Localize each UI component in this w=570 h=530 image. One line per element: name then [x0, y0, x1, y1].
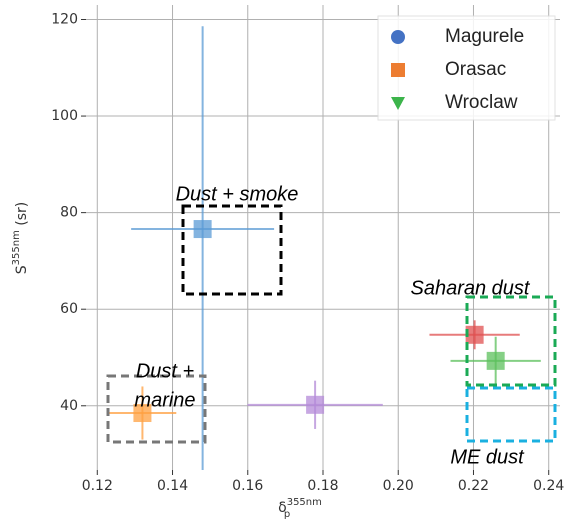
x-tick-label: 0.12: [82, 478, 113, 494]
x-tick-label: 0.18: [307, 478, 338, 494]
x-tick-label: 0.16: [232, 478, 263, 494]
annotation: ME dust: [450, 446, 525, 468]
legend-marker: [391, 30, 405, 44]
y-tick-label: 40: [60, 398, 78, 414]
y-axis-label: S355nm (sr): [11, 202, 30, 275]
x-label-sub: p: [284, 509, 290, 520]
point: [465, 325, 484, 344]
region-box: [465, 295, 557, 387]
x-tick-label: 0.22: [458, 478, 489, 494]
region-box: [465, 386, 557, 443]
x-tick-label: 0.20: [383, 478, 414, 494]
y-tick-label: 100: [51, 108, 78, 124]
annotation: marine: [134, 389, 195, 411]
region-box: [106, 374, 207, 444]
y-tick-label: 60: [60, 301, 78, 317]
point: [133, 404, 152, 423]
annotation: Saharan dust: [411, 277, 531, 299]
x-axis-label: δ355nm p: [278, 497, 322, 520]
point: [486, 351, 505, 370]
y-label-rest: (sr): [14, 202, 30, 230]
legend-label: Orasac: [445, 59, 506, 80]
legend-label: Wroclaw: [445, 92, 518, 113]
annotation: Dust +: [136, 360, 194, 382]
legend-label: Magurele: [445, 26, 524, 47]
x-tick-label: 0.14: [157, 478, 188, 494]
y-label-sup: 355nm: [11, 230, 22, 265]
legend-marker: [391, 97, 405, 110]
legend-box: [377, 15, 556, 121]
x-label-sup: 355nm: [287, 497, 322, 508]
point: [306, 395, 325, 414]
y-label-main: S: [14, 265, 30, 274]
x-label-main: δ: [278, 500, 287, 516]
y-tick-label: 120: [51, 11, 78, 27]
annotation: Dust + smoke: [176, 183, 299, 205]
y-tick-label: 80: [60, 205, 78, 221]
region-box: [181, 204, 283, 296]
legend-marker: [391, 63, 405, 77]
point: [193, 220, 212, 239]
x-tick-label: 0.24: [533, 478, 564, 494]
